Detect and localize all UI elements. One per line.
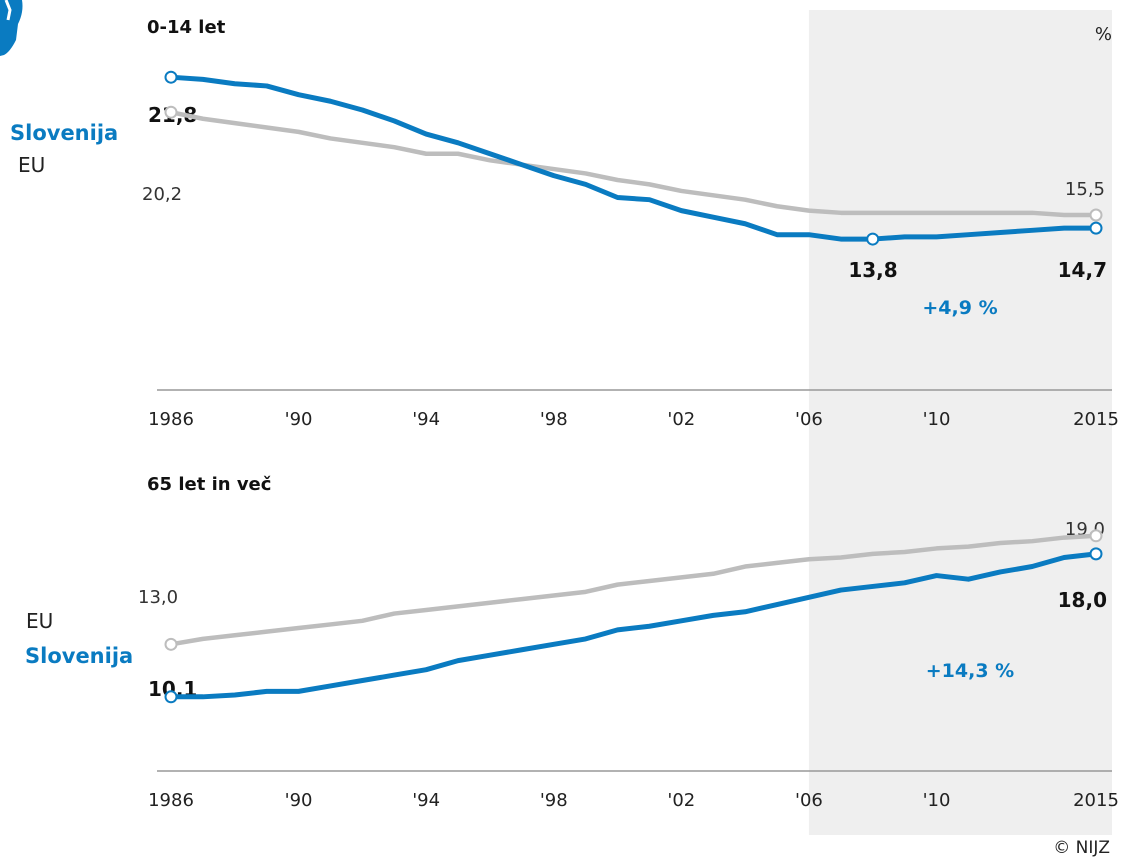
- x-tick-label: '02: [667, 409, 695, 430]
- min-label-slovenija: 13,8: [848, 258, 897, 282]
- x-tick-label: '06: [795, 790, 823, 811]
- legend-slovenija: Slovenija: [10, 121, 118, 145]
- legend-eu: EU: [26, 609, 53, 633]
- series-marker-slovenija: [164, 690, 178, 704]
- x-tick-label: '98: [540, 790, 568, 811]
- panel-0-14: 0-14 let Slovenija EU 21,8 20,2 15,5 14,…: [10, 17, 1119, 430]
- series-marker-eu: [164, 105, 178, 119]
- start-label-eu: 20,2: [142, 184, 182, 205]
- child-figure-icon: [0, 0, 23, 56]
- x-tick-labels: 1986 '90 '94 '98 '02 '06 '10 2015: [148, 790, 1119, 811]
- x-tick-label: '98: [540, 409, 568, 430]
- start-label-eu: 13,0: [138, 587, 178, 608]
- series-lines: [164, 70, 1103, 246]
- x-tick-label: 1986: [148, 790, 194, 811]
- x-tick-label: '90: [285, 409, 313, 430]
- panel-title: 0-14 let: [147, 17, 226, 38]
- x-tick-label: '02: [667, 790, 695, 811]
- change-label: +14,3 %: [926, 660, 1014, 682]
- unit-label: %: [1095, 24, 1112, 45]
- x-tick-labels: 1986 '90 '94 '98 '02 '06 '10 2015: [148, 409, 1119, 430]
- x-tick-label: '10: [923, 790, 951, 811]
- highlight-band: [808, 10, 1112, 835]
- end-label-slovenija: 14,7: [1058, 258, 1107, 282]
- x-tick-label: 2015: [1073, 790, 1119, 811]
- legend-slovenija: Slovenija: [25, 644, 133, 668]
- x-tick-label: 2015: [1073, 409, 1119, 430]
- series-line-eu: [168, 533, 1099, 647]
- legend-eu: EU: [18, 153, 45, 177]
- x-tick-label: '90: [285, 790, 313, 811]
- copyright: © NIJZ: [1053, 838, 1110, 858]
- series-line-slovenija: [168, 551, 1099, 700]
- x-tick-label: '94: [412, 790, 440, 811]
- change-label: +4,9 %: [922, 297, 997, 319]
- min-marker: [866, 232, 880, 246]
- series-line-slovenija: [168, 74, 1099, 242]
- series-marker-slovenija: [1089, 547, 1103, 561]
- end-label-eu: 15,5: [1065, 179, 1105, 200]
- end-label-slovenija: 18,0: [1058, 588, 1107, 612]
- series-marker-slovenija: [1089, 221, 1103, 235]
- series-marker-eu: [1089, 208, 1103, 222]
- x-tick-label: '94: [412, 409, 440, 430]
- x-tick-label: '06: [795, 409, 823, 430]
- x-tick-label: '10: [923, 409, 951, 430]
- panel-title: 65 let in več: [147, 474, 271, 495]
- x-tick-label: 1986: [148, 409, 194, 430]
- panel-65-plus: 65 let in več EU Slovenija 13,0 10,1 19,…: [25, 474, 1119, 811]
- series-line-eu: [168, 109, 1099, 218]
- series-marker-eu: [164, 637, 178, 651]
- series-lines: [164, 529, 1103, 704]
- series-marker-eu: [1089, 529, 1103, 543]
- series-marker-slovenija: [164, 70, 178, 84]
